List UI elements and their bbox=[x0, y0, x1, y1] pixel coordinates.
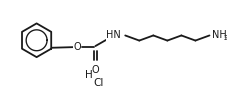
Text: NH: NH bbox=[211, 30, 226, 40]
Text: O: O bbox=[73, 42, 81, 52]
Text: O: O bbox=[91, 65, 99, 75]
Text: HN: HN bbox=[106, 30, 121, 40]
Text: H: H bbox=[84, 70, 92, 80]
Text: 2: 2 bbox=[222, 35, 227, 41]
Text: Cl: Cl bbox=[93, 78, 103, 88]
